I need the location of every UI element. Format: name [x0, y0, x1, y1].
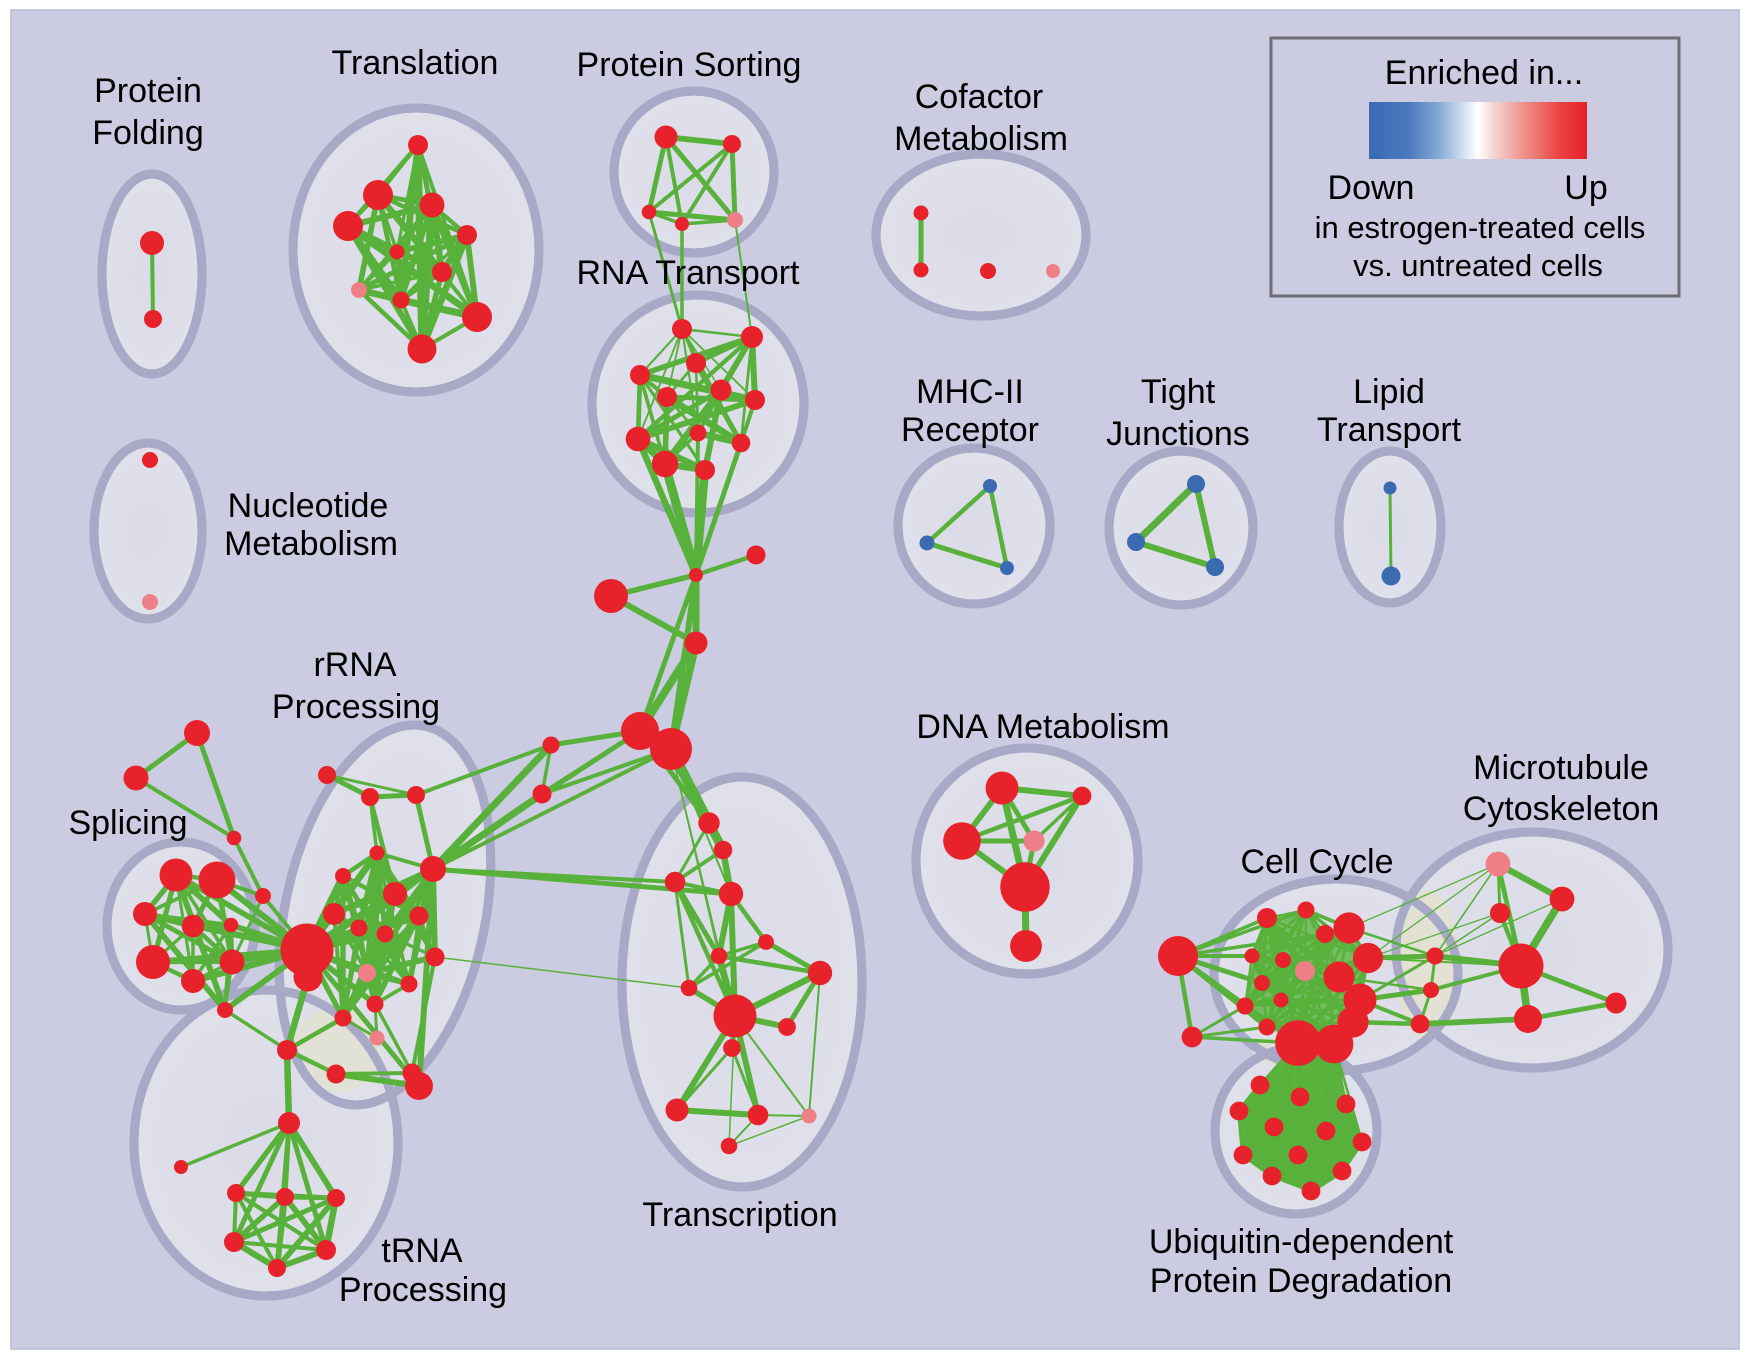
svg-text:Receptor: Receptor [901, 411, 1039, 449]
svg-text:Splicing: Splicing [68, 804, 187, 842]
svg-text:Nucleotide: Nucleotide [228, 487, 389, 525]
svg-text:Metabolism: Metabolism [894, 120, 1068, 158]
svg-text:MHC-II: MHC-II [916, 373, 1024, 411]
svg-text:in estrogen-treated cells: in estrogen-treated cells [1315, 210, 1646, 245]
svg-text:Metabolism: Metabolism [224, 525, 398, 563]
svg-text:Junctions: Junctions [1106, 415, 1250, 453]
svg-text:Transport: Transport [1317, 411, 1462, 449]
svg-text:Up: Up [1564, 169, 1607, 207]
svg-text:Translation: Translation [332, 44, 499, 82]
svg-text:Cell Cycle: Cell Cycle [1240, 843, 1393, 881]
svg-text:Transcription: Transcription [642, 1196, 837, 1234]
svg-text:Ubiquitin-dependent: Ubiquitin-dependent [1149, 1223, 1454, 1261]
svg-text:Processing: Processing [272, 688, 440, 726]
svg-text:DNA Metabolism: DNA Metabolism [916, 708, 1169, 746]
svg-text:vs. untreated cells: vs. untreated cells [1353, 248, 1603, 283]
svg-text:Cytoskeleton: Cytoskeleton [1463, 790, 1660, 828]
svg-text:Folding: Folding [92, 114, 204, 152]
svg-text:Protein Degradation: Protein Degradation [1150, 1262, 1452, 1300]
svg-text:Processing: Processing [339, 1271, 507, 1309]
svg-text:rRNA: rRNA [313, 646, 396, 684]
svg-text:Cofactor: Cofactor [915, 78, 1044, 116]
svg-text:Lipid: Lipid [1353, 373, 1425, 411]
svg-text:Down: Down [1328, 169, 1415, 207]
svg-text:Protein: Protein [94, 72, 202, 110]
svg-text:RNA Transport: RNA Transport [577, 254, 801, 292]
svg-text:tRNA: tRNA [381, 1232, 463, 1270]
svg-text:Protein Sorting: Protein Sorting [577, 46, 802, 84]
svg-text:Tight: Tight [1141, 373, 1216, 411]
svg-text:Enriched in...: Enriched in... [1385, 54, 1583, 92]
svg-text:Microtubule: Microtubule [1473, 749, 1649, 787]
